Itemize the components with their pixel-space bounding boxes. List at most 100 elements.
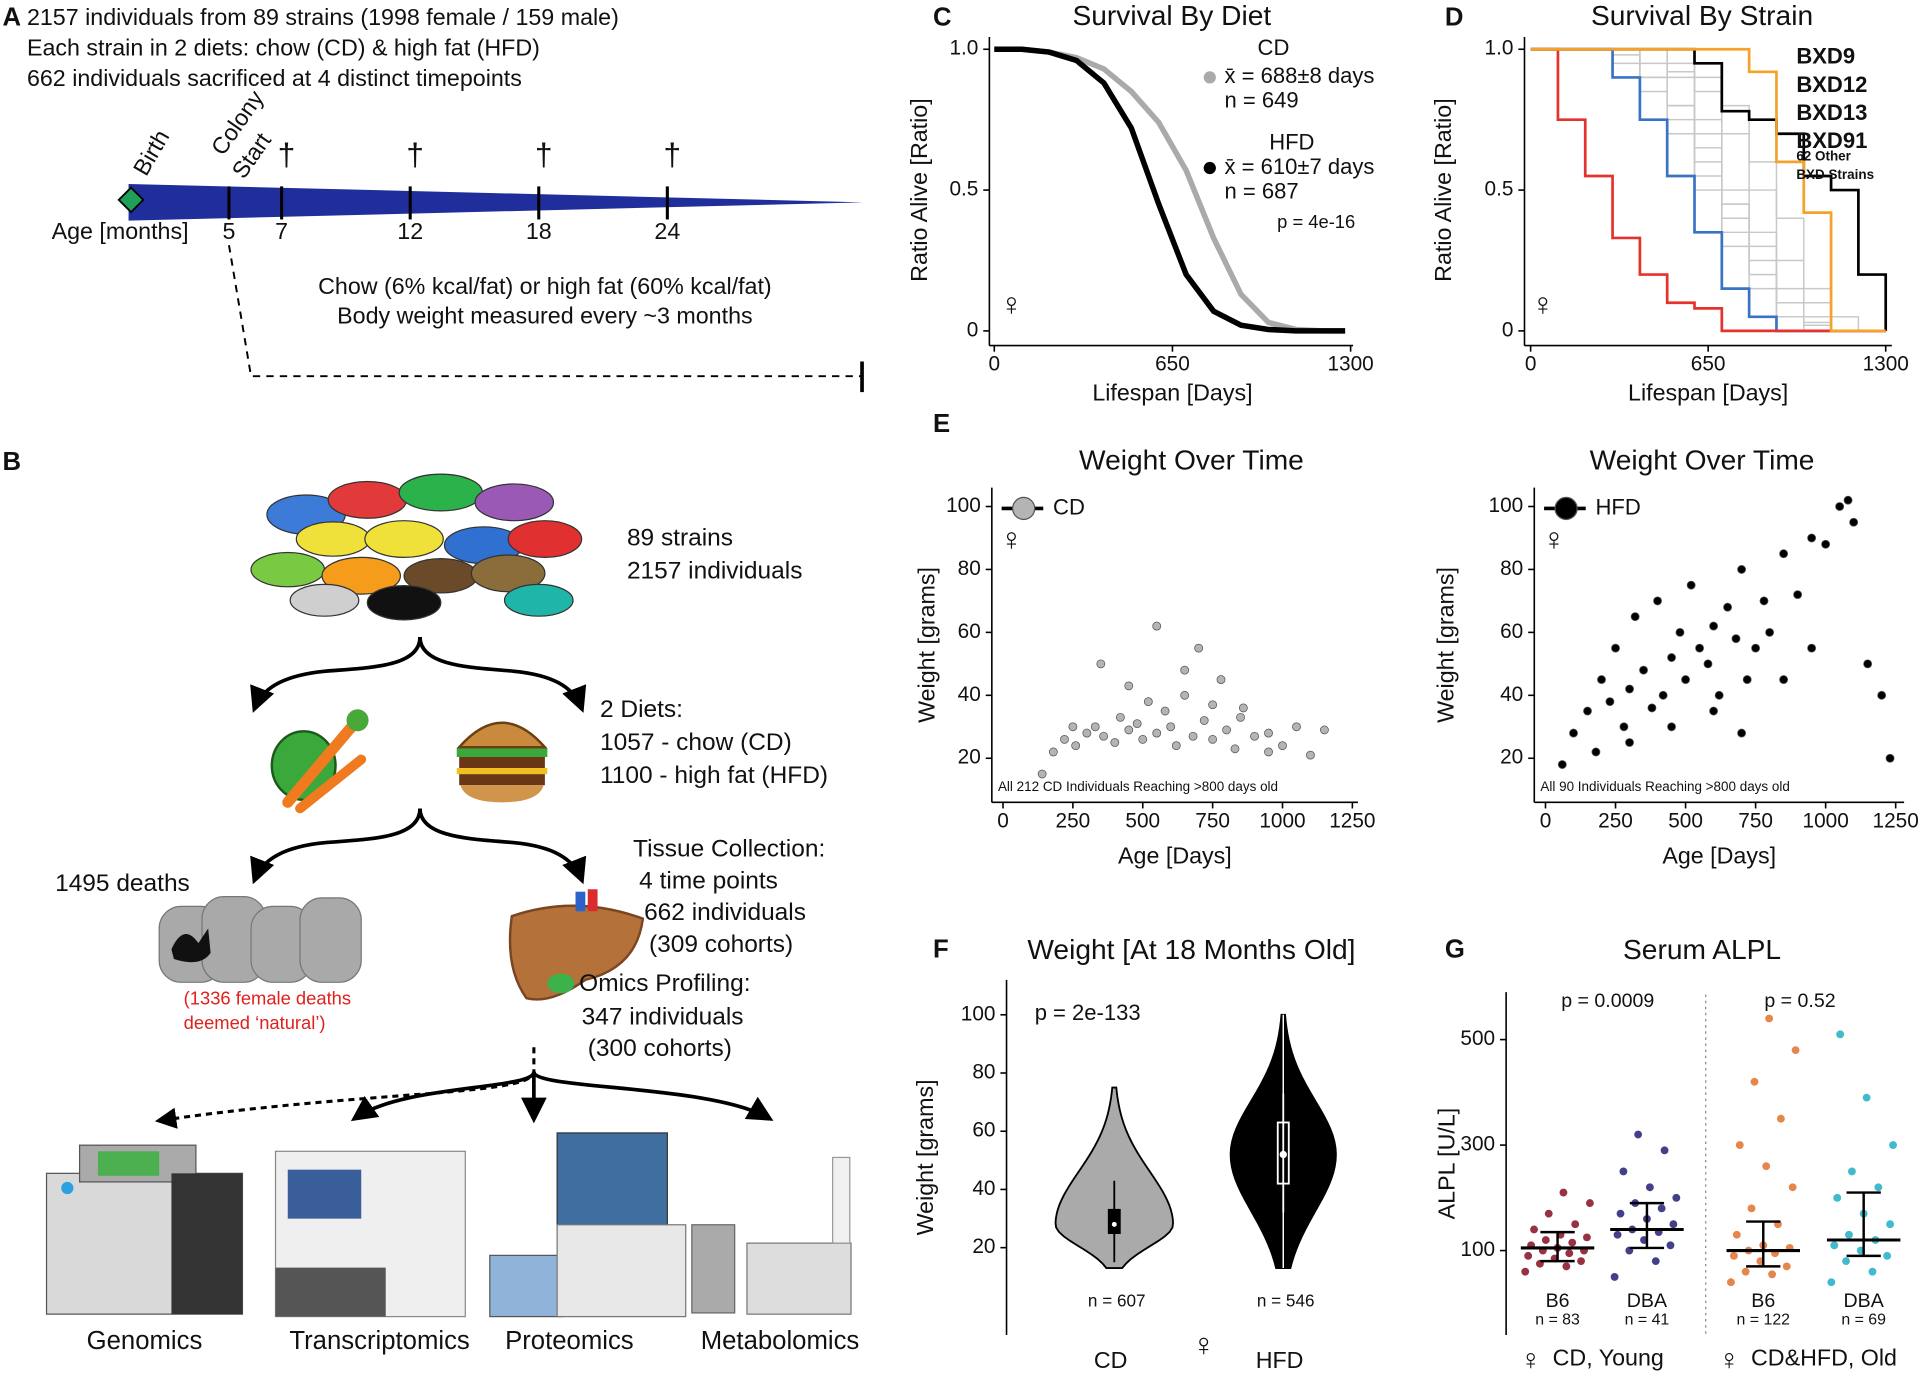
weight-point [1188, 731, 1198, 741]
alpl-point [1874, 1183, 1883, 1192]
n-label: n = 122 [1737, 1311, 1791, 1328]
violin-median [1279, 1150, 1287, 1159]
dashed-line [228, 245, 861, 378]
arrow [418, 636, 587, 713]
weight-point [1060, 734, 1069, 744]
tissue-text: 662 individuals [644, 899, 806, 926]
alpl-point [1577, 1257, 1585, 1266]
tissue-text: (309 cohorts) [649, 931, 793, 958]
panel-label: F [933, 935, 949, 963]
weight-point [1569, 728, 1578, 738]
y-tick-label: 100 [1460, 1238, 1495, 1261]
legend-name: HFD [1596, 494, 1641, 519]
group-label: CD&HFD, Old [1751, 1345, 1897, 1371]
alpl-point [1868, 1267, 1877, 1276]
overview-panel: 89 strains 2157 individuals 2 Diets: 105… [45, 473, 860, 1355]
diet-text: 1100 - high fat (HFD) [600, 762, 828, 789]
chart-title: Serum ALPL [1623, 934, 1781, 965]
weight-point [1132, 719, 1142, 729]
panel-label: D [1445, 3, 1464, 31]
y-tick-label: 60 [972, 1119, 995, 1142]
alpl-point [1571, 1220, 1580, 1229]
sacrifice-mark: † [535, 136, 553, 172]
x-tick-label: 750 [1738, 809, 1773, 832]
weight-point [1171, 741, 1181, 751]
weight-point [1250, 731, 1259, 741]
alpl-point [1827, 1278, 1836, 1287]
weight-point [1292, 722, 1301, 732]
y-tick-label: 60 [1500, 620, 1523, 643]
age-value: 7 [275, 218, 288, 244]
weight-point [1723, 602, 1732, 612]
weight-point [1653, 596, 1662, 606]
x-tick-label: 1250 [1329, 809, 1375, 832]
weight-point [1793, 590, 1803, 600]
sex-symbol: ♀ [999, 521, 1023, 557]
x-tick-label: 1300 [1863, 353, 1909, 376]
y-tick-label: 100 [946, 494, 981, 517]
n-label: n = 41 [1625, 1311, 1670, 1328]
panel-label: G [1445, 935, 1465, 963]
p-value: p = 4e-16 [1277, 211, 1355, 232]
alpl-point [1583, 1233, 1591, 1242]
alpl-point [1735, 1141, 1744, 1149]
y-tick-label: 0 [1502, 318, 1514, 341]
alpl-point [1842, 1257, 1850, 1266]
y-tick-label: 0 [967, 318, 979, 341]
alpl-point [1833, 1193, 1842, 1202]
weight-point [1639, 665, 1648, 675]
category-label: CD [1094, 1347, 1128, 1373]
natural-text: (1336 female deaths [184, 987, 351, 1008]
legend-name: BXD Strains [1796, 167, 1874, 182]
birth-label: Birth [128, 125, 174, 179]
age-label: Age [months] [52, 218, 189, 244]
weight-point [1759, 596, 1769, 606]
diet-text: 2 Diets: [600, 696, 683, 723]
alpl-point [1524, 1251, 1533, 1260]
alpl-point [1559, 1188, 1568, 1197]
alpl-point [1791, 1046, 1800, 1055]
weight-point [1737, 565, 1747, 574]
weight-point [1667, 722, 1676, 732]
strain-text: 89 strains [627, 525, 733, 552]
y-axis-label: Weight [grams] [1432, 567, 1458, 723]
y-axis-label: ALPL [U/L] [1434, 1108, 1460, 1220]
weight-point [1675, 627, 1685, 637]
n-label: n = 83 [1535, 1311, 1580, 1328]
weight-point [1765, 627, 1775, 637]
weight-point [1194, 643, 1204, 653]
x-tick-label: 0 [1540, 809, 1552, 832]
alpl-point [1521, 1267, 1530, 1276]
category-label: DBA [1627, 1290, 1668, 1312]
legend-n: n = 687 [1224, 178, 1298, 203]
category-label: B6 [1751, 1290, 1775, 1312]
y-tick-label: 40 [1500, 683, 1523, 706]
panel-label: B [2, 448, 21, 476]
alpl-point [1645, 1183, 1654, 1192]
weight-point [1264, 747, 1273, 757]
x-tick-label: 250 [1598, 809, 1633, 832]
weight-point [1877, 690, 1887, 700]
x-tick-label: 1000 [1803, 809, 1849, 832]
platform-label: Genomics [87, 1327, 203, 1355]
y-tick-label: 60 [958, 620, 981, 643]
arrow [418, 808, 587, 885]
legend-n: n = 649 [1224, 88, 1298, 113]
timeline-panel: 2157 individuals from 89 strains (1998 f… [27, 4, 864, 393]
weight-point [1557, 760, 1567, 769]
legend-dot [1203, 71, 1216, 84]
x-axis-label: Lifespan [Days] [1628, 380, 1788, 406]
age-value: 5 [223, 218, 236, 244]
weight-point [1751, 643, 1761, 653]
legend-name: 62 Other [1796, 149, 1851, 164]
alpl-point [1619, 1167, 1628, 1176]
alpl-point [1768, 1270, 1776, 1279]
x-tick-label: 750 [1195, 809, 1230, 832]
p-value: p = 0.52 [1764, 990, 1835, 1012]
survival-line [994, 46, 1346, 334]
platform-label: Metabolomics [701, 1327, 860, 1355]
weight-point [1625, 738, 1634, 747]
alpl-point [1747, 1204, 1756, 1213]
x-tick-label: 500 [1125, 809, 1160, 832]
n-label: n = 69 [1841, 1311, 1886, 1328]
